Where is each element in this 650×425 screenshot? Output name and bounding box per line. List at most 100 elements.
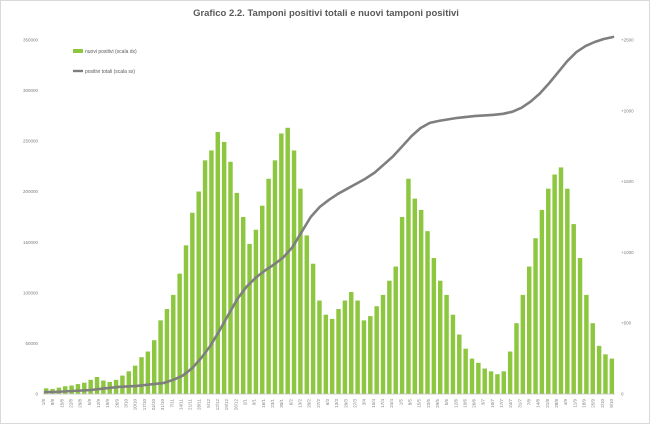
x-tick-label: 15/5: [417, 399, 422, 408]
x-tick-label: 24/4: [389, 399, 394, 408]
y-left-tick-label: 300000: [23, 88, 39, 93]
x-tick-label: 5/9: [87, 399, 92, 406]
bar-nuovi-positivi: [82, 382, 87, 394]
bar-nuovi-positivi: [190, 212, 195, 394]
x-tick-label: 5/6: [444, 399, 449, 406]
bar-nuovi-positivi: [247, 243, 252, 394]
bar-nuovi-positivi: [482, 368, 487, 394]
bar-nuovi-positivi: [425, 231, 430, 394]
bar-nuovi-positivi: [546, 188, 551, 394]
bar-nuovi-positivi: [571, 224, 576, 394]
x-tick-label: 18/9: [582, 399, 587, 408]
bar-nuovi-positivi: [285, 127, 290, 395]
line-positivi-totali: [43, 35, 615, 394]
bar-nuovi-positivi: [228, 161, 233, 394]
bar-nuovi-positivi: [584, 294, 589, 394]
x-tick-label: 12/12: [215, 399, 220, 411]
x-tick-label: 29/8: [78, 399, 83, 408]
x-tick-label: 6/3: [325, 399, 330, 406]
bar-nuovi-positivi: [565, 188, 570, 394]
x-tick-label: 2/10: [600, 399, 605, 408]
x-tick-label: 14/11: [178, 399, 183, 410]
bar-nuovi-positivi: [558, 167, 564, 394]
bar-nuovi-positivi: [317, 300, 322, 394]
x-tick-label: 15/8: [59, 399, 64, 408]
bar-nuovi-positivi: [171, 294, 176, 394]
bar-nuovi-positivi: [310, 263, 316, 394]
bar-nuovi-positivi: [590, 323, 595, 394]
bar-nuovi-positivi: [272, 160, 278, 394]
bar-nuovi-positivi: [196, 191, 201, 394]
x-tick-label: 28/8: [554, 399, 559, 408]
bar-nuovi-positivi: [476, 362, 481, 394]
bar-nuovi-positivi: [260, 205, 265, 394]
bar-nuovi-positivi: [145, 351, 151, 394]
y-left-tick-label: 100000: [23, 290, 39, 295]
x-tick-label: 26/6: [472, 399, 477, 408]
bar-nuovi-positivi: [444, 294, 449, 394]
bar-nuovi-positivi: [406, 178, 411, 394]
bar-nuovi-positivi: [412, 198, 418, 394]
bar-nuovi-positivi: [450, 314, 456, 394]
x-tick-label: 10/4: [371, 399, 376, 408]
bar-nuovi-positivi: [457, 334, 462, 394]
legend-swatch-bar: [73, 49, 83, 53]
bar-nuovi-positivi: [215, 132, 221, 395]
x-tick-label: 19/6: [462, 399, 467, 408]
bar-nuovi-positivi: [120, 375, 125, 394]
bar-nuovi-positivi: [495, 374, 500, 394]
y-left-tick-label: 200000: [23, 189, 39, 194]
x-tick-label: 25/9: [591, 399, 596, 408]
y-right-tick-label: 0: [621, 392, 624, 397]
bar-nuovi-positivi: [355, 300, 360, 394]
x-tick-label: 13/2: [298, 399, 303, 408]
x-tick-label: 26/12: [233, 399, 238, 411]
bar-nuovi-positivi: [298, 188, 303, 394]
x-tick-label: 17/10: [142, 399, 147, 411]
bar-nuovi-positivi: [336, 309, 341, 394]
y-right-tick-label: +1000: [621, 250, 634, 255]
x-tick-label: 19/9: [105, 399, 110, 408]
x-tick-label: 6/2: [288, 399, 293, 406]
bar-nuovi-positivi: [209, 150, 214, 394]
y-left-tick-label: 0: [35, 392, 38, 397]
x-tick-label: 17/7: [499, 399, 504, 408]
bar-nuovi-positivi: [88, 379, 93, 394]
bar-nuovi-positivi: [526, 266, 532, 394]
x-tick-label: 5/12: [206, 399, 211, 408]
bar-nuovi-positivi: [488, 371, 494, 394]
y-left-tick-label: 250000: [23, 139, 39, 144]
bar-nuovi-positivi: [139, 357, 144, 394]
x-tick-label: 7/8: [527, 399, 532, 406]
y-right-tick-label: +2500: [621, 38, 634, 43]
bar-nuovi-positivi: [374, 306, 379, 394]
x-tick-label: 8/5: [407, 399, 412, 406]
x-tick-label: 27/3: [352, 399, 357, 408]
bar-nuovi-positivi: [234, 192, 240, 394]
bar-nuovi-positivi: [253, 229, 259, 394]
y-right-tick-label: +2000: [621, 108, 634, 113]
bar-nuovi-positivi: [463, 348, 468, 394]
x-tick-label: 3/7: [481, 399, 486, 406]
x-tick-label: 20/3: [343, 399, 348, 408]
x-tick-label: 23/1: [270, 399, 275, 408]
x-tick-label: 12/9: [96, 399, 101, 408]
y-left-tick-label: 50000: [25, 341, 38, 346]
x-tick-label: 12/6: [453, 399, 458, 408]
x-tick-label: 1/8: [41, 399, 46, 406]
x-tick-label: 3/10: [123, 399, 128, 408]
x-tick-label: 9/1: [252, 399, 257, 406]
x-tick-label: 3/4: [362, 399, 367, 406]
bar-nuovi-positivi: [469, 358, 475, 394]
bar-nuovi-positivi: [514, 323, 519, 394]
bar-nuovi-positivi: [501, 371, 507, 394]
bar-nuovi-positivi: [361, 320, 367, 394]
y-right-tick-label: +1500: [621, 179, 634, 184]
bar-nuovi-positivi: [177, 273, 182, 394]
y-right-tick-label: +500: [621, 321, 632, 326]
bar-nuovi-positivi: [164, 309, 170, 394]
bar-nuovi-positivi: [342, 300, 348, 394]
bar-nuovi-positivi: [431, 258, 437, 394]
x-tick-label: 21/11: [188, 399, 193, 410]
